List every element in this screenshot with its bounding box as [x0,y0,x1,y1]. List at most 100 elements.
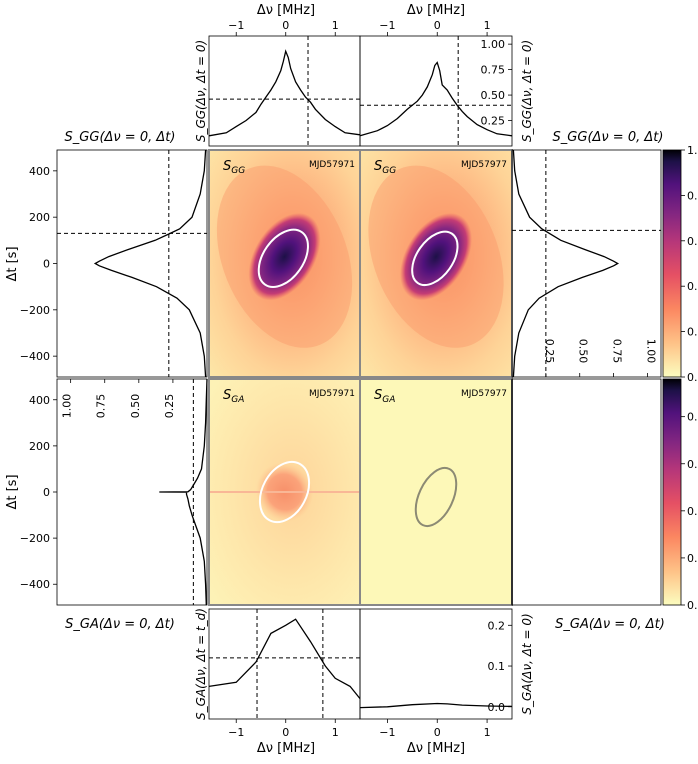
xtick-label-right-upper: 0.25 [543,339,556,364]
spectrum-bottom-right: −1 0 1 0.2 0.1 0.0 [359,619,513,739]
colorbar-tick-label: 0.6 [687,235,698,248]
epoch-label: MJD57977 [461,389,507,399]
xtick-label-bottom-left: 1 [332,726,339,739]
ytick-label-bottom-right: 0.1 [488,660,506,673]
ytick-label-left-upper: −400 [20,350,50,363]
contour-line [258,460,311,524]
series-line-left-upper [93,149,207,378]
epoch-label: MJD57971 [309,389,355,399]
ytick-label-left-lower: 0 [43,486,50,499]
colorbar-tick-label: 0.6 [687,458,698,471]
left-upper-ylabel: Δt [s] [5,246,20,281]
series-line-bottom-right [359,702,513,709]
top-left-xlabel: Δν [MHz] [257,3,315,18]
ytick-label-left-upper: −200 [20,304,50,317]
panel-left-upper [56,149,208,378]
xtick-label-left-lower: 0.75 [95,394,108,419]
panel-top-right [359,35,513,147]
contour-line [414,467,458,527]
ytick-label-top-right: 1.00 [481,38,506,51]
right-upper-title: S_GG(Δν = 0, Δt) [553,130,664,145]
epoch-label: MJD57971 [309,160,355,170]
bottom-right-xlabel: Δν [MHz] [407,741,465,756]
epoch-label: MJD57977 [461,160,507,170]
xtick-label-top-left: 0 [282,19,289,32]
ytick-label-top-right: 0.25 [481,115,506,128]
heatmap-label: SGA [374,388,395,405]
contour-line [257,228,309,288]
colorbar-tick-label: 0.4 [687,505,698,518]
spectrum-top-right: −1 0 1 1.00 0.75 0.50 0.25 [359,19,513,146]
left-lower-xlabel: S_GA(Δν = 0, Δt) [65,617,175,632]
xtick-label-right-upper: 1.00 [644,339,657,364]
series-line-bottom-left [208,618,361,700]
ytick-label-left-upper: 400 [29,165,50,178]
heatmap-sgg-57977: SGG MJD57977 [359,149,513,378]
top-right-ylabel: S_GG(Δν, Δt = 0) [520,40,534,142]
contour-line [411,230,459,286]
heatmap-background [360,379,512,605]
heatmap-grid: SGG MJD57971 SGG MJD57977 SGA MJD57971 SGA M… [208,149,513,606]
panel-right-lower [511,378,662,606]
xtick-label-top-right: 0 [434,19,441,32]
heatmap-label: SGG [374,159,396,176]
panel-right-upper [511,149,662,378]
profile-left-upper: 400 200 0 −200 −400 [20,149,207,378]
xtick-label-top-right: −1 [379,19,395,32]
right-lower-xlabel: S_GA(Δν = 0, Δt) [555,617,665,632]
colorbar-gg [662,149,682,378]
ytick-label-left-lower: 200 [29,440,50,453]
line-panels: −1 0 1 −1 0 1 1.00 0.75 0.50 0.25 −1 0 1 −1 0 1 0.2 0.1 0.… [20,19,661,739]
colorbar-tick-label: 0.2 [687,326,698,339]
xtick-label-left-lower: 0.25 [163,394,176,419]
xtick-label-bottom-left: −1 [228,726,244,739]
left-lower-ylabel: Δt [s] [5,474,20,509]
xtick-label-top-left: −1 [228,19,244,32]
xtick-label-top-right: 1 [484,19,491,32]
xtick-label-right-upper: 0.75 [611,339,624,364]
xtick-label-bottom-right: 1 [484,726,491,739]
heatmap-label: SGA [223,388,244,405]
colorbar-tick-label: 0.8 [687,189,698,202]
colorbar-tick-label: 0.4 [687,280,698,293]
top-right-xlabel: Δν [MHz] [407,3,465,18]
profile-right-upper: 0.25 0.50 0.75 1.00 [512,149,661,378]
colorbars: 1.0 0.8 0.6 0.4 0.2 0.0 0.8 0.6 0.4 0.2 0.0 [662,144,698,612]
bottom-left-ylabel: S_GA(Δν, Δt = t_d) [194,608,208,720]
heatmap-sga-57977: SGA MJD57977 [359,378,513,606]
panel-bottom-right [359,608,513,720]
xtick-label-bottom-right: 0 [434,726,441,739]
heatmap-sgg-57971: SGG MJD57971 [208,149,361,378]
ytick-label-top-right: 0.75 [481,64,506,77]
ytick-label-top-right: 0.50 [481,89,506,102]
bottom-right-ylabel: S_GA(Δν, Δt = 0) [520,613,534,714]
ytick-label-bottom-right: 0.2 [488,619,506,632]
colorbar-tick-label: 0.2 [687,552,698,565]
xtick-label-left-lower: 1.00 [61,394,74,419]
series-line-top-left [208,49,361,137]
colorbar-tick-label: 1.0 [687,144,698,157]
xtick-label-top-left: 1 [332,19,339,32]
xtick-label-left-lower: 0.50 [129,394,142,419]
top-left-ylabel: S_GG(Δν, Δt = 0) [194,40,208,142]
ytick-label-left-upper: 200 [29,211,50,224]
ytick-label-left-upper: 0 [43,258,50,271]
colorbar-tick-label: 0.8 [687,411,698,424]
colorbar-tick-label: 0.0 [687,599,698,612]
ytick-label-left-lower: −400 [20,578,50,591]
profile-left-lower: 400 200 0 −200 −400 1.00 0.75 0.50 0.25 [20,378,208,606]
xtick-label-bottom-right: −1 [379,726,395,739]
colorbar-tick-label: 0.0 [687,371,698,384]
ytick-label-left-lower: −200 [20,532,50,545]
ytick-label-left-lower: 400 [29,394,50,407]
heatmap-label: SGG [223,159,245,176]
xtick-label-right-upper: 0.50 [577,339,590,364]
series-line-top-right [359,61,513,137]
ytick-label-bottom-right: 0.0 [488,701,506,714]
heatmap-sga-57971: SGA MJD57971 [208,378,361,606]
xtick-label-bottom-left: 0 [282,726,289,739]
panel-left-lower [56,378,208,606]
bottom-left-xlabel: Δν [MHz] [257,741,315,756]
series-line-left-lower [159,378,208,606]
